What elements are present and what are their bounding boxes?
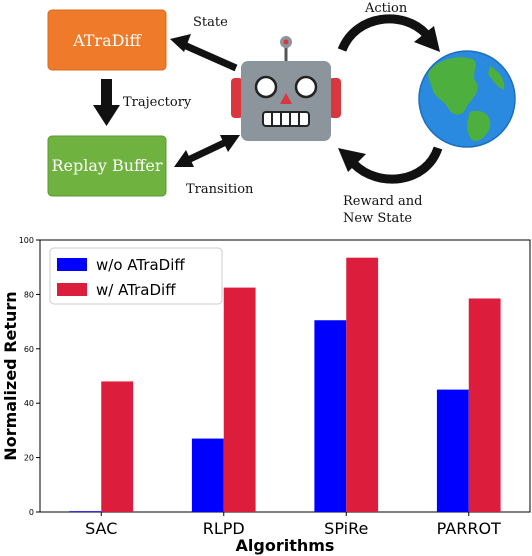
x-tick-label: SPiRe — [324, 519, 368, 538]
plot-area — [39, 239, 531, 513]
legend-frame — [49, 247, 223, 305]
pipeline-diagram: ATraDiff Replay Buffer Trajectory State … — [47, 1, 516, 226]
reward-arrow — [338, 146, 443, 184]
bars — [69, 257, 501, 512]
trajectory-arrow — [93, 79, 120, 126]
legend-label-series-1: w/ ATraDiff — [96, 281, 176, 299]
x-tick-label: PARROT — [437, 519, 501, 538]
reward-label-line2: New State — [343, 211, 412, 226]
legend: w/o ATraDiff w/ ATraDiff — [49, 247, 223, 305]
y-tick-label: 60 — [24, 345, 34, 354]
y-tick-label: 100 — [19, 236, 34, 245]
y-tick-label: 20 — [24, 454, 34, 463]
bar-sac-series-0 — [69, 511, 102, 512]
transition-arrow — [174, 135, 240, 167]
x-tick-label: RLPD — [203, 519, 245, 538]
bar-rlpd-series-1 — [223, 287, 256, 512]
bar-sac-series-1 — [101, 381, 134, 512]
bar-spire-series-0 — [314, 320, 347, 512]
bar-chart: 0 20 40 60 80 100 SAC RLPD SPiRe PARROT Normaliz… — [1, 236, 531, 555]
replay-buffer-box-label: Replay Buffer — [51, 156, 162, 175]
replay-buffer-box — [47, 135, 167, 197]
bar-parrot-series-1 — [468, 298, 501, 512]
y-axis-label: Normalized Return — [1, 291, 20, 460]
y-axis: 0 20 40 60 80 100 — [19, 236, 40, 517]
atradiff-box-label: ATraDiff — [72, 31, 142, 50]
y-tick-label: 80 — [24, 290, 34, 299]
reward-label-line1: Reward and — [343, 194, 422, 209]
trajectory-label: Trajectory — [123, 95, 192, 110]
x-tick-label: SAC — [85, 519, 117, 538]
transition-label: Transition — [186, 182, 254, 197]
bar-rlpd-series-0 — [191, 438, 224, 512]
legend-label-series-0: w/o ATraDiff — [96, 256, 185, 274]
atradiff-box — [47, 9, 167, 71]
bar-parrot-series-0 — [436, 389, 469, 512]
action-label: Action — [364, 1, 408, 16]
x-axis-label: Algorithms — [236, 536, 335, 555]
y-tick-label: 0 — [29, 508, 34, 517]
state-arrow — [170, 34, 238, 72]
earth-globe-icon — [418, 50, 516, 148]
legend-swatch-series-1 — [57, 283, 87, 296]
x-axis: SAC RLPD SPiRe PARROT — [85, 512, 501, 538]
state-label: State — [193, 15, 228, 30]
robot-icon — [231, 36, 341, 141]
y-tick-label: 40 — [24, 399, 34, 408]
action-arrow — [337, 14, 440, 52]
legend-swatch-series-0 — [57, 258, 87, 271]
bar-spire-series-1 — [346, 257, 379, 512]
